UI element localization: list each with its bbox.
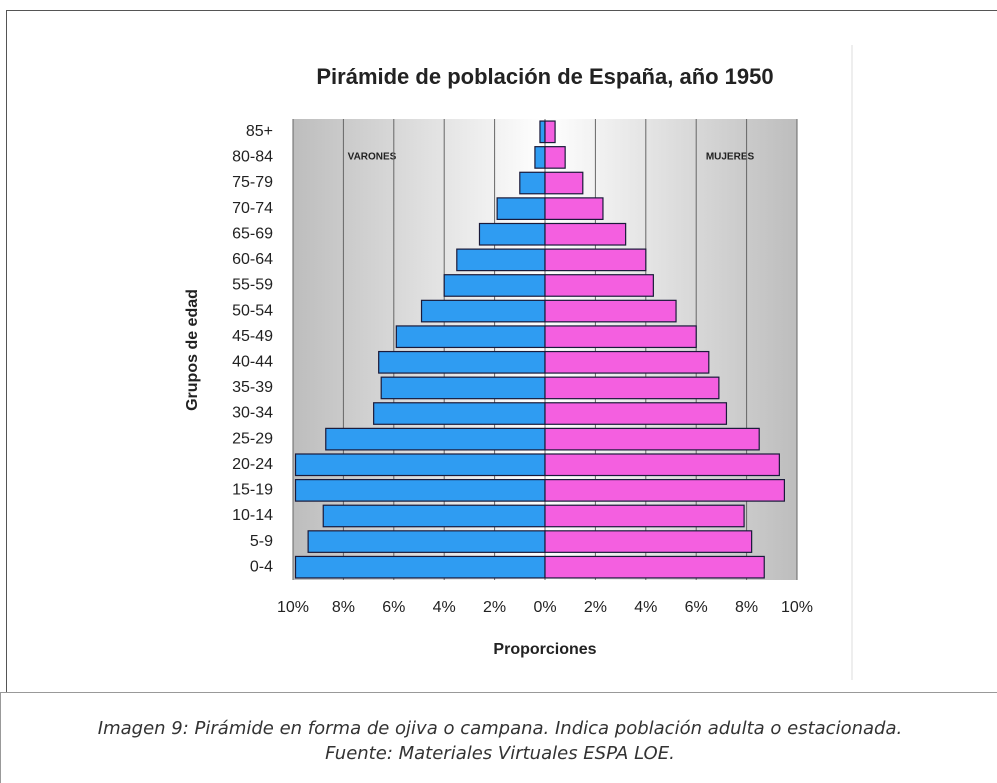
caption-box	[0, 692, 997, 783]
bar	[544, 350, 710, 374]
bar	[496, 197, 546, 220]
bar	[544, 402, 728, 425]
bar	[325, 427, 546, 451]
y-tick-label: 0-4	[250, 558, 273, 575]
x-tick-label: 2%	[584, 599, 607, 616]
x-tick-label: 4%	[634, 599, 657, 616]
y-tick-label: 70-74	[232, 200, 273, 217]
y-tick-label: 80-84	[232, 149, 273, 166]
y-tick-label: 60-64	[232, 251, 273, 268]
bar	[307, 530, 546, 553]
bar	[380, 376, 546, 400]
y-tick-label: 75-79	[232, 174, 273, 191]
bar	[519, 171, 546, 195]
x-tick-label: 4%	[433, 599, 456, 616]
y-tick-label: 50-54	[232, 302, 273, 319]
y-tick-label: 40-44	[232, 354, 273, 371]
y-tick-label: 45-49	[232, 328, 273, 345]
bar	[478, 222, 546, 246]
bar	[544, 376, 720, 400]
bar	[294, 453, 546, 477]
bar	[456, 248, 546, 272]
x-tick-label: 8%	[735, 599, 758, 616]
bar	[544, 171, 584, 195]
y-tick-label: 15-19	[232, 482, 273, 499]
x-tick-label: 8%	[332, 599, 355, 616]
annotation: VARONES	[348, 152, 397, 163]
x-tick-label: 6%	[685, 599, 708, 616]
y-tick-label: 55-59	[232, 277, 273, 294]
x-tick-label: 6%	[382, 599, 405, 616]
bar	[544, 530, 753, 553]
x-tick-label: 10%	[277, 599, 309, 616]
bar	[544, 120, 556, 144]
bar	[544, 197, 604, 220]
y-tick-label: 25-29	[232, 430, 273, 447]
bar	[544, 504, 745, 528]
caption-line: Imagen 9: Pirámide en forma de ojiva o c…	[98, 718, 902, 739]
bar	[534, 146, 546, 169]
annotation: MUJERES	[706, 152, 755, 163]
bar	[544, 479, 785, 502]
bar	[395, 325, 546, 349]
x-tick-label: 2%	[483, 599, 506, 616]
bar	[544, 146, 566, 169]
y-tick-label: 65-69	[232, 225, 273, 242]
caption-line: Fuente: Materiales Virtuales ESPA LOE.	[325, 743, 675, 764]
bar	[544, 299, 677, 323]
bar	[378, 350, 546, 374]
y-tick-label: 20-24	[232, 456, 273, 473]
y-axis-label: Grupos de edad	[184, 289, 201, 411]
x-tick-label: 0%	[533, 599, 556, 616]
x-tick-label: 10%	[781, 599, 813, 616]
y-tick-label: 35-39	[232, 379, 273, 396]
bar	[544, 274, 654, 297]
bar	[544, 427, 760, 451]
y-tick-label: 5-9	[250, 533, 273, 550]
bar	[544, 325, 697, 349]
bar	[544, 555, 765, 579]
chart-title: Pirámide de población de España, año 195…	[316, 64, 773, 89]
x-axis-label: Proporciones	[493, 641, 596, 658]
bar	[539, 120, 546, 144]
bar	[373, 402, 546, 425]
bar	[544, 248, 647, 272]
bar	[294, 479, 546, 502]
bar	[294, 555, 546, 579]
y-tick-label: 30-34	[232, 405, 273, 422]
bar	[322, 504, 546, 528]
bar	[420, 299, 546, 323]
bar	[443, 274, 546, 297]
y-tick-label: 10-14	[232, 507, 273, 524]
bar	[544, 222, 627, 246]
bar	[544, 453, 780, 477]
y-tick-label: 85+	[246, 123, 273, 140]
